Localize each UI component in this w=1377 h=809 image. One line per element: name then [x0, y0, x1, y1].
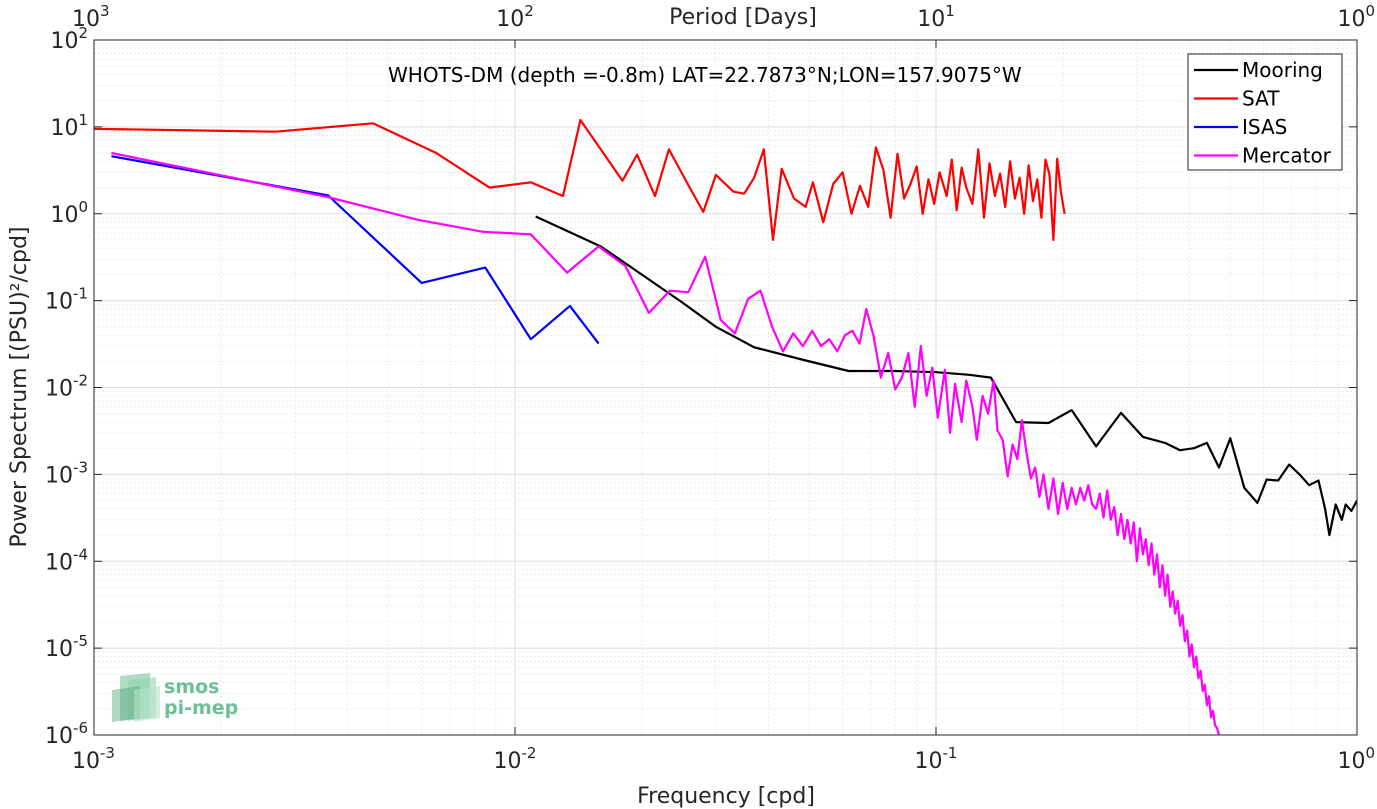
x-axis-title: Frequency [cpd]: [637, 784, 815, 809]
legend-label-isas: ISAS: [1242, 115, 1287, 139]
logo-line2: pi-mep: [164, 697, 238, 719]
y-tick-label: 10-1: [45, 285, 88, 315]
y-axis-title: Power Spectrum [(PSU)²/cpd]: [7, 226, 32, 547]
x-tick-label: 10-1: [915, 744, 958, 774]
top-tick-label: 101: [917, 2, 955, 32]
y-tick-label: 10-3: [45, 458, 88, 488]
legend-label-sat: SAT: [1242, 87, 1280, 111]
y-tick-label: 10-5: [45, 632, 88, 662]
grid: [93, 40, 1357, 736]
x-tick-label: 10-3: [72, 744, 115, 774]
y-tick-label: 10-6: [45, 719, 88, 749]
top-axis-title: Period [Days]: [669, 5, 817, 30]
x-tick-label: 10-2: [494, 744, 537, 774]
logo-line1: smos: [164, 676, 219, 698]
station-annotation: WHOTS-DM (depth =-0.8m) LAT=22.7873°N;LO…: [388, 63, 1022, 87]
series-line-isas: [111, 155, 600, 345]
legend-box: [1187, 53, 1343, 171]
series: [94, 118, 1357, 735]
series-line-sat: [94, 118, 1066, 241]
y-tick-label: 10-2: [45, 372, 88, 402]
y-tick-label: 101: [50, 111, 88, 141]
series-line-mercator: [111, 151, 1221, 735]
legend-label-mooring: Mooring: [1242, 58, 1323, 82]
top-tick-label: 102: [496, 2, 534, 32]
y-tick-label: 102: [50, 24, 88, 54]
series-line-mooring: [535, 215, 1357, 537]
y-tick-label: 10-4: [45, 545, 88, 575]
smos-pi-mep-logo: smos pi-mep: [112, 673, 238, 722]
top-tick-label: 100: [1337, 2, 1375, 32]
x-tick-label: 100: [1337, 744, 1375, 774]
legend-label-mercator: Mercator: [1242, 144, 1332, 168]
top-tick-label: 103: [72, 2, 110, 32]
logo-mark-icon: [112, 673, 160, 722]
legend: Mooring SAT ISAS Mercator: [1187, 53, 1343, 171]
y-tick-label: 100: [50, 198, 88, 228]
